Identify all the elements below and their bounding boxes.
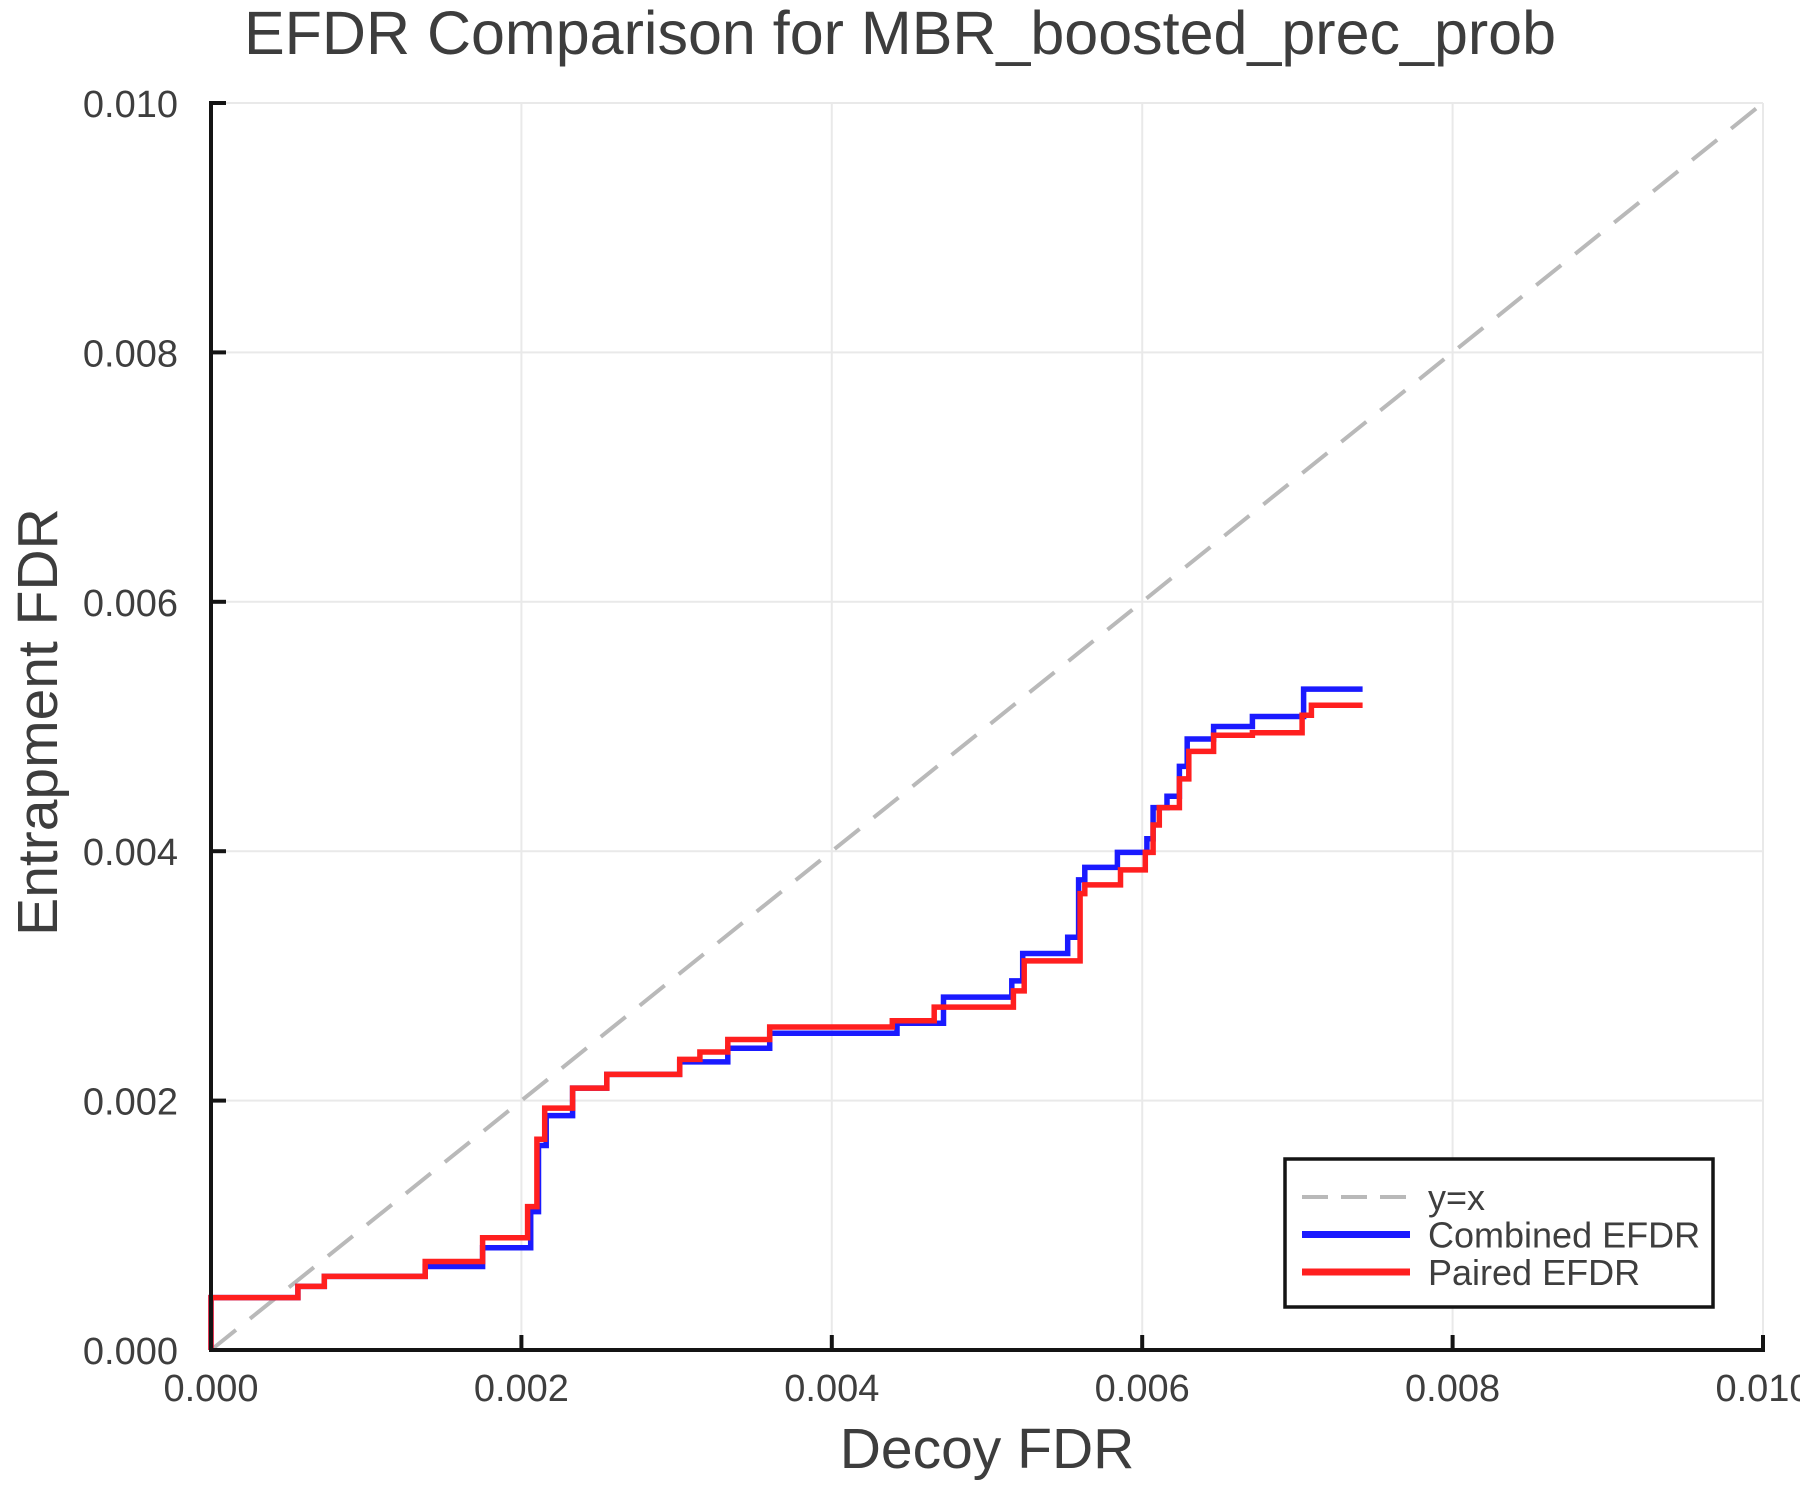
y-tick-label: 0.006 xyxy=(83,583,178,625)
series-line-y-equals-x xyxy=(209,101,1765,1352)
chart-title: EFDR Comparison for MBR_boosted_prec_pro… xyxy=(244,0,1556,67)
legend-label: Combined EFDR xyxy=(1428,1215,1700,1256)
x-tick-label: 0.008 xyxy=(1405,1368,1500,1410)
x-tick-label: 0.000 xyxy=(163,1368,258,1410)
series-step-combined-efdr xyxy=(208,686,1363,1350)
x-tick-label: 0.006 xyxy=(1095,1368,1190,1410)
x-tick-label: 0.004 xyxy=(784,1368,879,1410)
legend-label: Paired EFDR xyxy=(1428,1252,1640,1293)
axes xyxy=(209,101,1765,1352)
series-step-paired-efdr xyxy=(208,702,1363,1350)
x-tick-label: 0.010 xyxy=(1715,1368,1800,1410)
data-series xyxy=(208,101,1765,1352)
y-axis-label: Entrapment FDR xyxy=(6,508,70,936)
y-tick-label: 0.004 xyxy=(83,832,178,874)
legend-label: y=x xyxy=(1428,1177,1485,1218)
y-tick-label: 0.000 xyxy=(83,1331,178,1373)
y-tick-label: 0.008 xyxy=(83,333,178,375)
x-tick-label: 0.002 xyxy=(474,1368,569,1410)
tick-labels: 0.000 0.002 0.004 0.006 0.008 0.010 0.000 0.002… xyxy=(83,84,1800,1410)
x-axis-label: Decoy FDR xyxy=(840,1417,1135,1481)
y-tick-label: 0.002 xyxy=(83,1082,178,1124)
y-tick-label: 0.010 xyxy=(83,84,178,126)
